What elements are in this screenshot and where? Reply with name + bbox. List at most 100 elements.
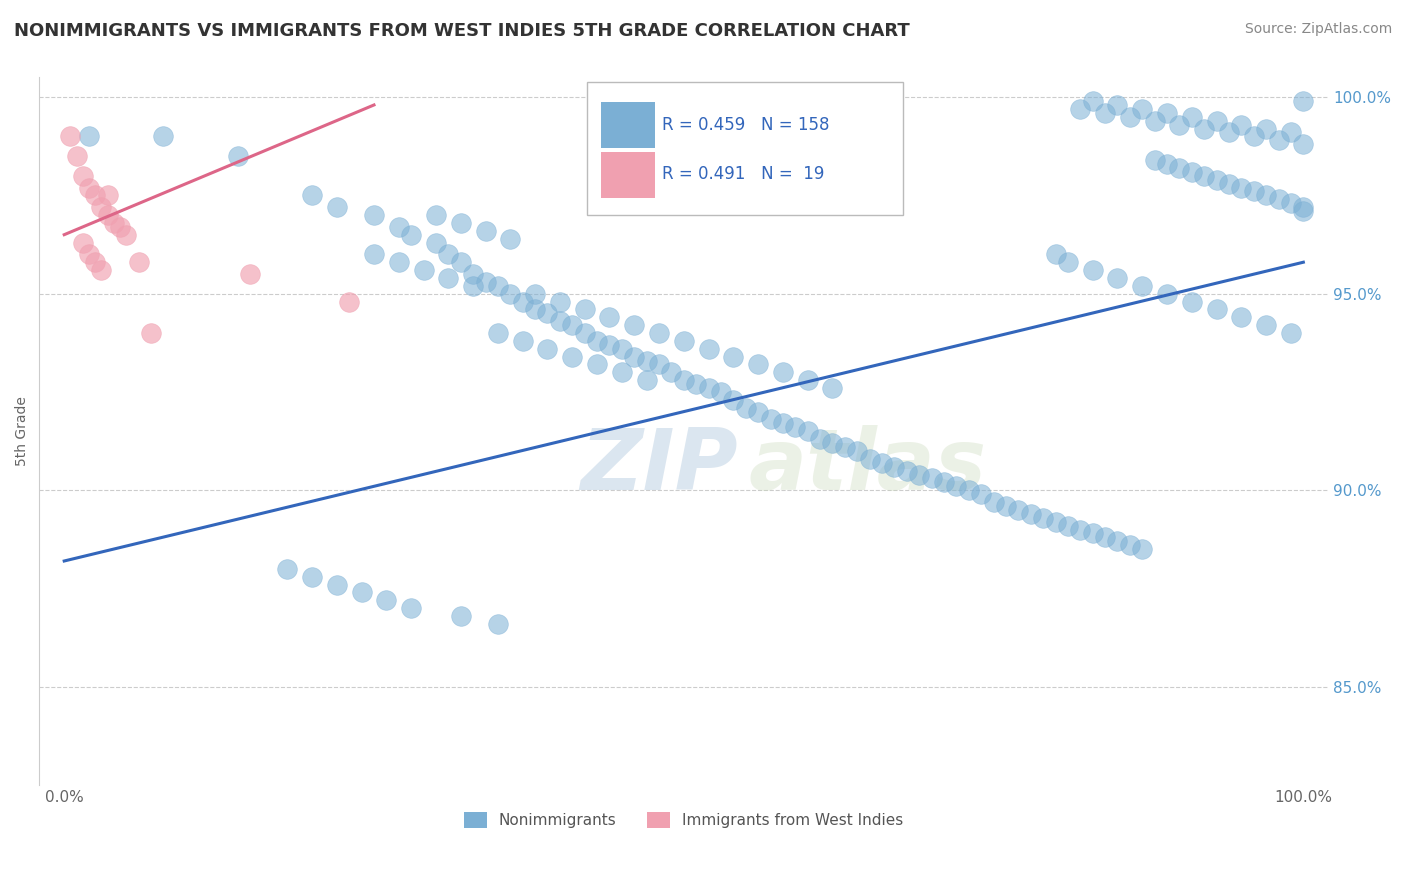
Point [1168,161,1191,175]
Point [474,224,496,238]
Point [486,326,509,340]
Point [59,129,82,144]
Point [1243,185,1265,199]
Point [561,318,583,332]
Point [1218,126,1240,140]
Point [363,208,385,222]
Point [610,365,633,379]
Point [1094,530,1116,544]
Point [623,318,645,332]
Point [1119,538,1142,552]
Point [1045,515,1067,529]
Point [499,232,522,246]
Point [103,216,125,230]
Point [1256,318,1278,332]
Point [1292,137,1315,152]
FancyBboxPatch shape [602,103,655,148]
Point [90,263,112,277]
Point [1256,188,1278,202]
Point [463,267,485,281]
Point [1156,286,1178,301]
Point [350,585,373,599]
Point [1181,110,1204,124]
Point [1218,177,1240,191]
Point [796,424,818,438]
Text: R = 0.459   N = 158: R = 0.459 N = 158 [662,116,830,134]
Point [84,188,107,202]
Point [723,350,745,364]
Point [399,227,422,242]
Point [1081,526,1104,541]
Point [598,338,620,352]
Point [326,200,349,214]
Point [152,129,174,144]
Point [1279,196,1302,211]
Text: ZIP: ZIP [581,425,738,508]
Point [128,255,150,269]
Point [1192,169,1215,183]
Text: Source: ZipAtlas.com: Source: ZipAtlas.com [1244,22,1392,37]
Point [834,440,856,454]
Point [772,365,794,379]
Point [734,401,756,415]
Point [1279,326,1302,340]
Point [1130,102,1153,116]
Point [425,208,447,222]
Point [1192,121,1215,136]
Point [1107,98,1129,112]
Point [548,314,571,328]
Point [747,404,769,418]
Point [463,278,485,293]
Point [1057,255,1080,269]
Text: atlas: atlas [748,425,987,508]
Point [536,342,558,356]
Point [1081,263,1104,277]
Point [1130,278,1153,293]
Point [1007,503,1029,517]
Point [1107,271,1129,285]
Point [1279,126,1302,140]
Point [1107,534,1129,549]
Point [499,286,522,301]
Point [77,129,100,144]
Point [710,384,733,399]
Point [648,358,671,372]
Point [72,169,94,183]
Point [921,471,943,485]
Point [363,247,385,261]
Point [672,334,695,348]
Point [388,255,411,269]
Point [1181,294,1204,309]
Point [747,358,769,372]
Point [1256,121,1278,136]
Point [1292,204,1315,219]
Point [84,255,107,269]
Point [1045,247,1067,261]
Point [623,350,645,364]
Point [672,373,695,387]
Point [1156,157,1178,171]
Text: NONIMMIGRANTS VS IMMIGRANTS FROM WEST INDIES 5TH GRADE CORRELATION CHART: NONIMMIGRANTS VS IMMIGRANTS FROM WEST IN… [14,22,910,40]
Point [1205,172,1227,186]
Point [399,601,422,615]
Point [970,487,993,501]
Point [1205,113,1227,128]
Point [486,278,509,293]
Point [512,294,534,309]
Point [77,247,100,261]
Point [1069,523,1091,537]
Point [1292,94,1315,108]
Point [1119,110,1142,124]
FancyBboxPatch shape [602,152,655,198]
Point [1156,105,1178,120]
Point [1292,200,1315,214]
Point [412,263,434,277]
FancyBboxPatch shape [588,82,903,216]
Point [474,275,496,289]
Point [759,412,782,426]
Point [574,326,596,340]
Y-axis label: 5th Grade: 5th Grade [15,396,30,467]
Point [772,417,794,431]
Point [896,464,918,478]
Point [636,353,658,368]
